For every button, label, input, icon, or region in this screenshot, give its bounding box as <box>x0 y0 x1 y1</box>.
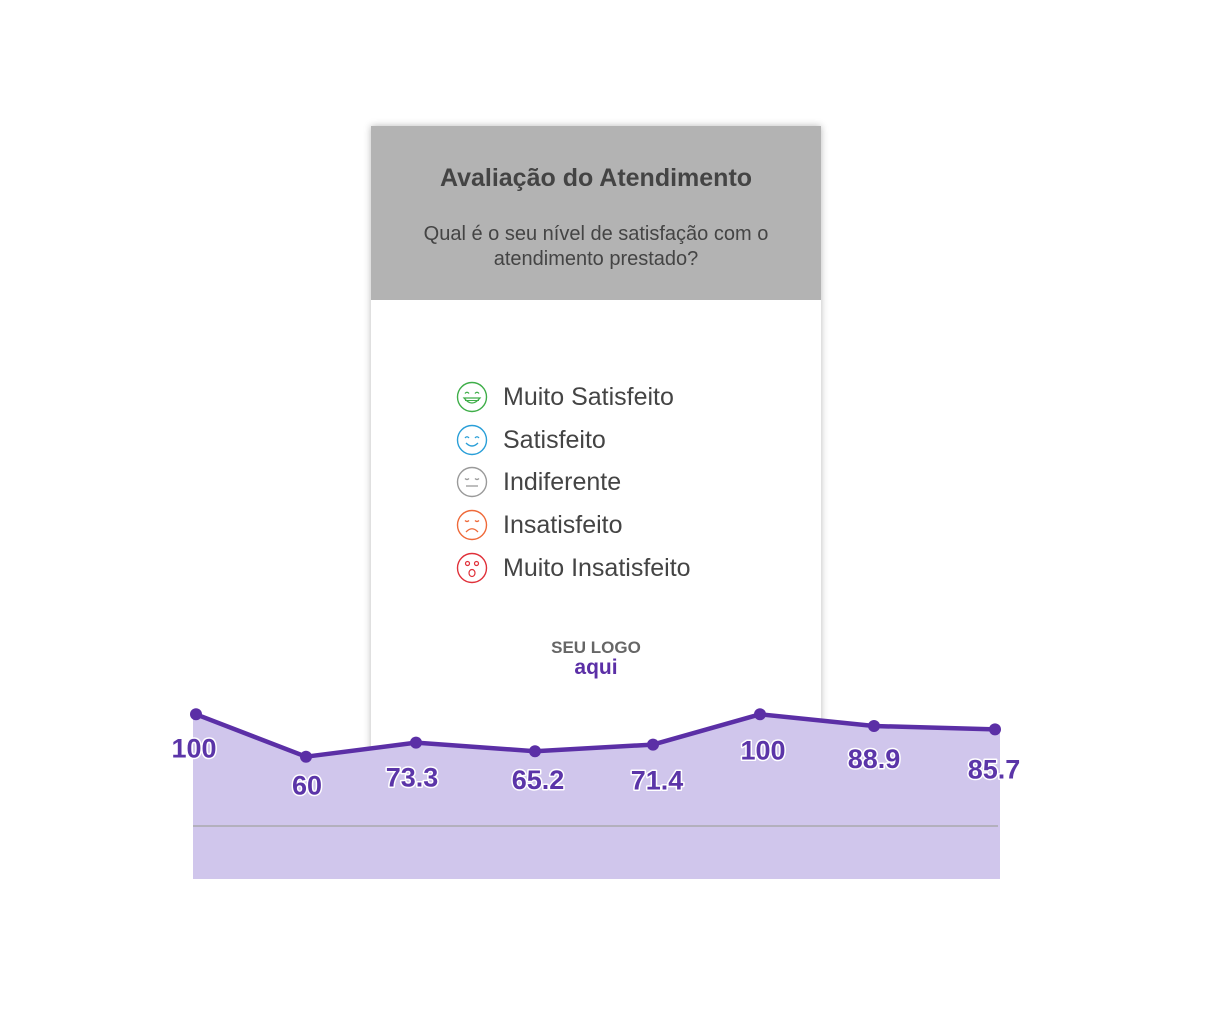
chart-point <box>300 750 312 763</box>
chart-data-label: 85.7 <box>968 754 1021 784</box>
logo-placeholder: SEU LOGO aqui <box>371 638 821 678</box>
happy-face-icon <box>456 424 488 456</box>
survey-card: Avaliação do Atendimento Qual é o seu ní… <box>371 126 821 766</box>
chart-data-label: 71.4 <box>631 766 684 796</box>
card-title: Avaliação do Atendimento <box>439 164 753 192</box>
neutral-face-icon <box>456 466 488 498</box>
chart-data-label: 100 <box>740 735 785 765</box>
chart-point <box>529 745 541 758</box>
shocked-face-icon <box>456 552 488 584</box>
chart-point <box>868 720 880 732</box>
option-label: Insatisfeito <box>503 511 623 539</box>
chart-data-label: 60 <box>292 771 322 801</box>
chart-point <box>754 708 766 721</box>
chart-data-label: 73.3 <box>386 763 439 793</box>
chart-point <box>410 736 422 749</box>
option-label: Indiferente <box>503 468 622 496</box>
sad-face-icon <box>456 509 488 541</box>
chart-point <box>190 708 202 721</box>
logo-top-text: SEU LOGO <box>551 638 641 657</box>
very-happy-face-icon <box>456 381 488 413</box>
chart-data-label: 88.9 <box>848 744 901 774</box>
card-header: Avaliação do Atendimento Qual é o seu ní… <box>371 126 821 300</box>
chart-data-label: 100 <box>171 733 216 763</box>
option-label: Satisfeito <box>503 426 606 454</box>
option-label: Muito Insatisfeito <box>503 554 691 582</box>
option-label: Muito Satisfeito <box>503 383 674 411</box>
chart-point <box>989 723 1001 736</box>
chart-point <box>647 738 659 751</box>
chart-area-fill <box>193 714 1000 879</box>
card-subtitle: Qual é o seu nível de satisfação com o a… <box>423 223 769 270</box>
chart-data-label: 65.2 <box>512 765 565 795</box>
chart-series-line <box>195 712 996 759</box>
logo-bottom-text: aqui <box>574 656 618 679</box>
